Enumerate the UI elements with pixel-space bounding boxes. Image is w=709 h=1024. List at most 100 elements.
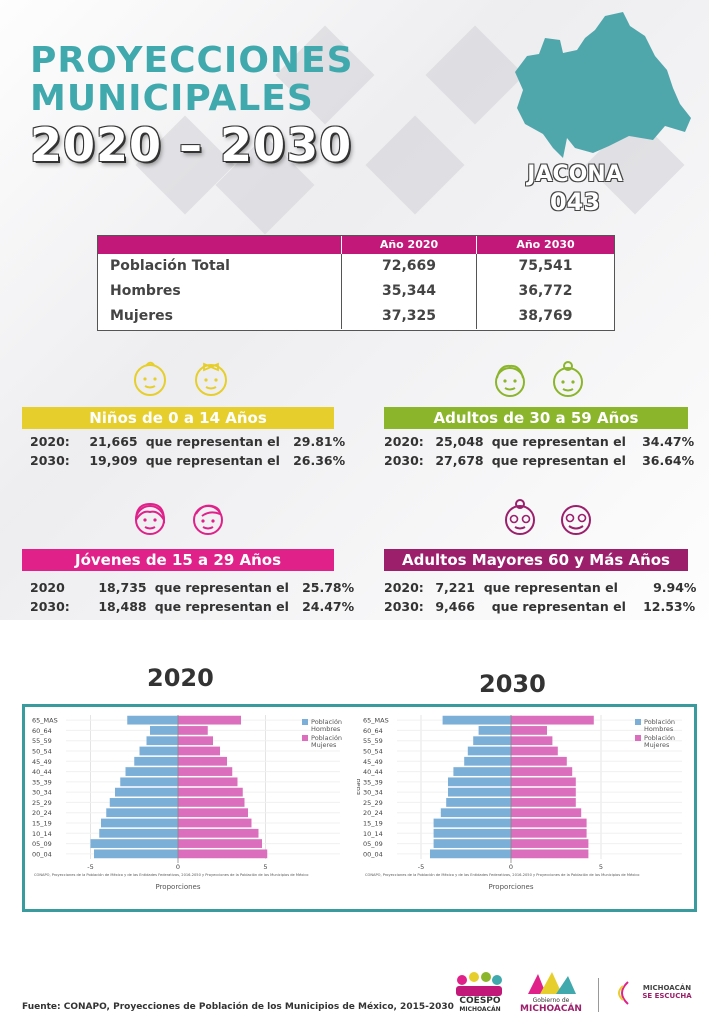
table-header-2020: Año 2020	[341, 236, 476, 254]
value: 25,048	[435, 434, 484, 449]
elderly-title: Adultos Mayores 60 y Más Años	[401, 551, 670, 569]
elderly-band: Adultos Mayores 60 y Más Años	[384, 549, 688, 571]
year: 2020:	[384, 580, 424, 595]
age-tick-label: 55_59	[32, 737, 52, 745]
male-bar	[448, 777, 511, 787]
elderly-man-icon	[561, 505, 591, 535]
table-header-2030: Año 2030	[476, 236, 614, 254]
male-bar	[478, 726, 511, 735]
text: que representan el	[154, 599, 289, 614]
population-table: Año 2020 Año 2030 Población Total 72,669…	[97, 235, 615, 331]
age-tick-label: 25_29	[363, 799, 383, 807]
age-tick-label: 40_44	[363, 768, 383, 776]
logo-divider	[598, 978, 599, 1012]
percent: 25.78%	[302, 580, 355, 595]
female-bar	[511, 818, 587, 828]
adults-row-2030: 2030: 27,678 que representan el 36.64%	[384, 453, 694, 468]
youth-row-2030: 2030: 18,488 que representan el 24.47%	[30, 599, 354, 614]
male-bar	[453, 767, 511, 776]
female-bar	[511, 828, 587, 838]
value-2030: 36,772	[476, 279, 614, 304]
pyramid-svg-2030: 00_04 05_09 10_14 15_19 20_24 25_29 30_34 35_39…	[354, 715, 682, 891]
legend-swatch	[635, 735, 641, 741]
percent: 24.47%	[302, 599, 355, 614]
x-axis-label: Proporciones	[488, 883, 533, 891]
year: 2020:	[30, 434, 70, 449]
female-bar	[511, 767, 573, 776]
x-tick-label: 0	[176, 863, 180, 871]
male-bar	[433, 818, 511, 828]
age-tick-label: 20_24	[32, 809, 52, 817]
age-tick-label: 10_14	[363, 830, 383, 838]
municipality-map-icon	[515, 12, 691, 158]
michoacan-escucha-text: MICHOACÁN SE ESCUCHA	[632, 984, 702, 1000]
female-bar	[511, 839, 589, 848]
legend-label: Población	[644, 718, 675, 726]
legend-swatch	[635, 719, 641, 725]
elderly-row-2020: 2020: 7,221 que representan el 9.94%	[384, 580, 696, 595]
escucha-title: MICHOACÁN	[642, 984, 692, 992]
value: 27,678	[435, 453, 484, 468]
legend-label: Hombres	[644, 725, 674, 733]
table-row: Población Total 72,669 75,541	[98, 254, 614, 279]
age-tick-label: 00_04	[32, 850, 52, 858]
legend-label: Hombres	[311, 725, 341, 733]
female-bar	[178, 736, 213, 746]
text: que representan el	[483, 580, 618, 595]
male-bar	[94, 849, 178, 859]
value-2020: 35,344	[341, 279, 476, 304]
percent: 34.47%	[642, 434, 695, 449]
male-bar	[106, 808, 178, 818]
female-bar	[178, 715, 241, 725]
female-bar	[178, 808, 248, 818]
female-bar	[511, 849, 589, 859]
female-bar	[511, 756, 567, 766]
year: 2030:	[384, 453, 424, 468]
female-bar	[511, 736, 553, 746]
children-row-2020: 2020: 21,665 que representan el 29.81%	[30, 434, 345, 449]
source-note-chart: CONAPO, Proyecciones de la Población de …	[34, 873, 308, 877]
value: 19,909	[89, 453, 138, 468]
table-row: Hombres 35,344 36,772	[98, 279, 614, 304]
children-title: Niños de 0 a 14 Años	[89, 409, 267, 427]
table-header: Año 2020 Año 2030	[98, 236, 614, 254]
female-bar	[178, 746, 220, 756]
male-bar	[101, 818, 178, 828]
value-2020: 37,325	[341, 304, 476, 329]
municipality-name: JACONA	[527, 162, 623, 187]
escucha-sub: SE ESCUCHA	[642, 992, 692, 1000]
male-bar	[99, 828, 178, 838]
children-row-2030: 2030: 19,909 que representan el 26.36%	[30, 453, 345, 468]
gobierno-logo-sub: MICHOACÁN	[520, 1004, 582, 1014]
male-bar	[473, 736, 511, 746]
sound-waves-icon	[618, 981, 629, 1005]
adults-band: Adultos de 30 a 59 Años	[384, 407, 688, 429]
row-label: Hombres	[110, 283, 181, 299]
chart-title-2020: 2020	[147, 664, 214, 692]
baby-boy-icon	[134, 361, 166, 396]
young-man-icon	[193, 504, 223, 535]
male-bar	[440, 808, 511, 818]
title-line-2: MUNICIPALES	[30, 78, 314, 119]
baby-girl-icon	[195, 362, 227, 396]
age-tick-label: 65_MAS	[363, 717, 389, 725]
age-tick-label: 20_24	[363, 809, 383, 817]
age-tick-label: 15_19	[32, 820, 52, 828]
female-bar	[178, 726, 208, 735]
year: 2030:	[30, 599, 70, 614]
age-tick-label: 35_39	[32, 778, 52, 786]
row-label: Población Total	[110, 258, 230, 274]
female-bar	[511, 777, 576, 787]
male-bar	[139, 746, 178, 756]
male-bar	[115, 787, 178, 797]
y-axis-label: Edad	[26, 779, 27, 795]
age-tick-label: 50_54	[32, 748, 52, 756]
legend-label: Población	[644, 734, 675, 742]
male-bar	[127, 715, 178, 725]
legend-label: Población	[311, 718, 342, 726]
adults-row-2020: 2020: 25,048 que representan el 34.47%	[384, 434, 694, 449]
female-bar	[511, 715, 594, 725]
y-axis-label: Edad	[357, 779, 362, 795]
age-tick-label: 00_04	[363, 850, 383, 858]
male-bar	[125, 767, 178, 776]
